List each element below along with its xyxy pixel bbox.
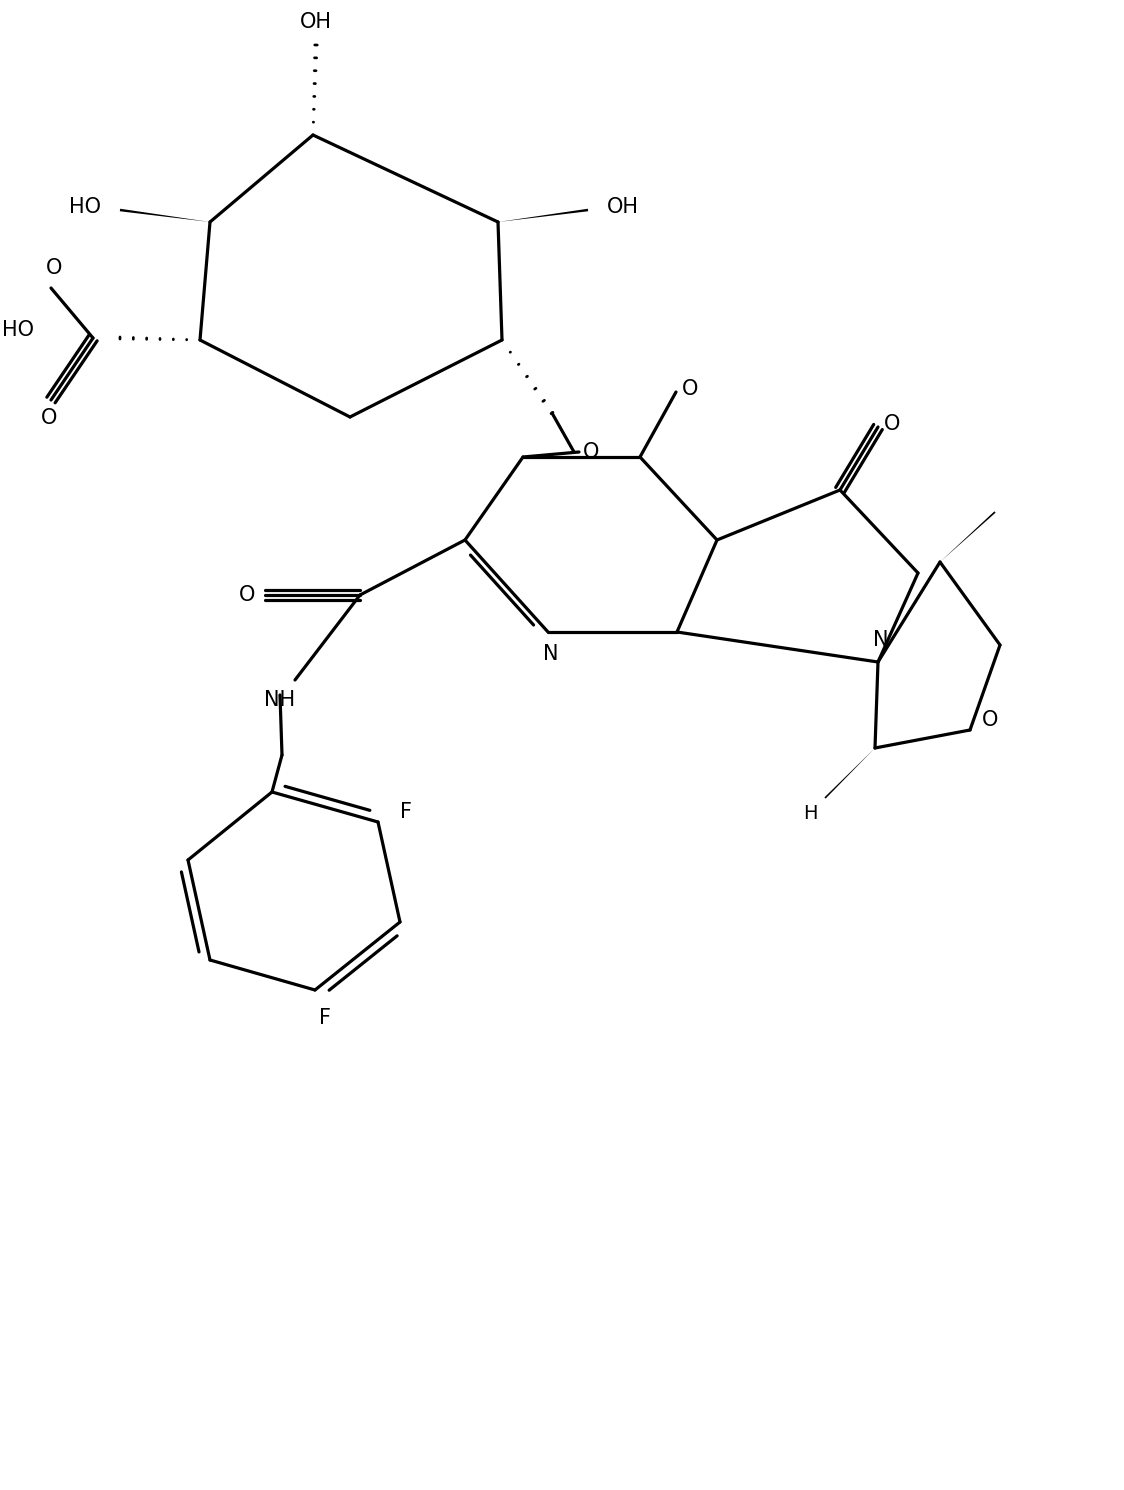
Text: F: F xyxy=(400,802,413,822)
Text: N: N xyxy=(873,630,889,650)
Text: NH: NH xyxy=(264,690,296,711)
Text: O: O xyxy=(981,711,998,730)
Text: O: O xyxy=(46,258,62,279)
Text: O: O xyxy=(682,378,698,399)
Polygon shape xyxy=(120,209,210,222)
Text: N: N xyxy=(543,644,559,665)
Text: H: H xyxy=(803,803,817,822)
Text: OH: OH xyxy=(300,12,332,31)
Text: O: O xyxy=(583,443,599,462)
Text: OH: OH xyxy=(607,197,640,218)
Text: F: F xyxy=(319,1009,330,1028)
Text: O: O xyxy=(40,408,57,428)
Text: HO: HO xyxy=(69,197,101,218)
Text: O: O xyxy=(238,586,255,605)
Text: HO: HO xyxy=(2,320,34,340)
Text: O: O xyxy=(883,414,900,434)
Polygon shape xyxy=(824,748,874,799)
Polygon shape xyxy=(498,209,588,222)
Polygon shape xyxy=(940,511,996,562)
